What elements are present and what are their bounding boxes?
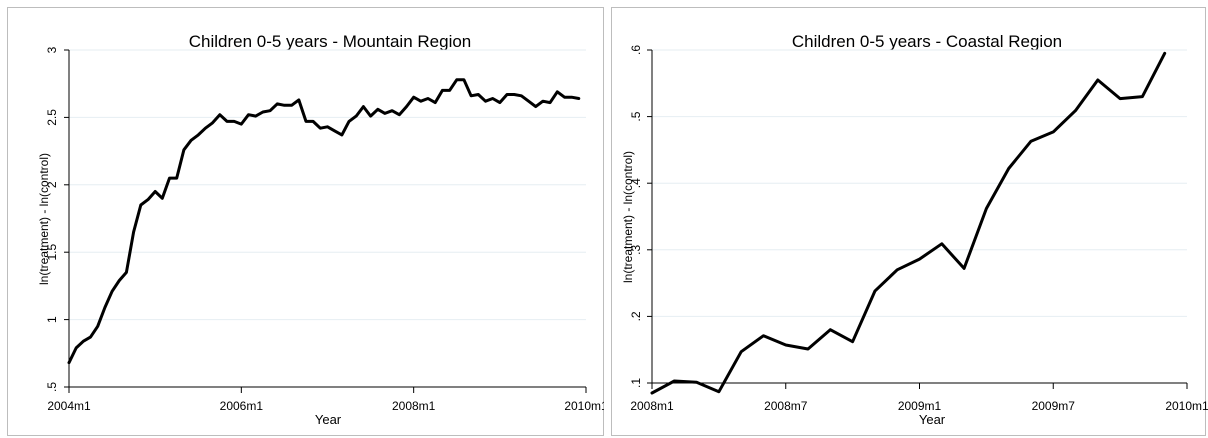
x-tick-label: 2008m1 [630,399,674,413]
x-tick-label: 2010m1 [564,399,604,413]
chart-coastal: Children 0-5 years - Coastal Region .1 .2.… [611,7,1208,436]
chart-frame [611,7,1206,436]
x-tick-label: 2009m1 [898,399,942,413]
y-tick-label: .5 [45,382,59,392]
y-axis-label: ln(treatment) - ln(control) [37,153,51,285]
series-line [650,51,1167,395]
x-tick-label: 2004m1 [47,399,91,413]
x-tick-label: 2009m7 [1032,399,1076,413]
y-tick-label: 1 [45,316,59,323]
chart-mountain: Children 0-5 years - Mountain Region .5 1 1… [7,7,604,436]
chart-panel-coastal: Children 0-5 years - Coastal Region .1 .2.… [604,0,1208,438]
x-tick-label: 2006m1 [220,399,264,413]
y-tick-label: 2.5 [45,109,59,126]
series-line [67,78,581,365]
x-axis-label: Year [919,412,946,427]
chart-title: Children 0-5 years - Coastal Region [792,32,1062,51]
x-tick-label: 2008m7 [764,399,808,413]
x-tick-label: 2008m1 [392,399,436,413]
y-tick-label: .4 [629,178,643,188]
y-tick-label: .2 [629,311,643,321]
chart-title: Children 0-5 years - Mountain Region [189,32,472,51]
chart-frame [7,7,604,436]
y-tick-label: .6 [629,45,643,55]
y-tick-label: .1 [629,378,643,388]
y-tick-label: .3 [629,244,643,254]
y-tick-label: 2 [45,181,59,188]
y-tick-label: .5 [629,111,643,121]
x-axis-label: Year [315,412,342,427]
y-tick-label: 1.5 [45,244,59,261]
x-tick-label: 2010m1 [1165,399,1208,413]
y-tick-label: 3 [45,46,59,53]
chart-panel-mountain: Children 0-5 years - Mountain Region .5 1 1… [7,7,604,436]
y-axis-label: ln(treatment) - ln(control) [621,151,635,283]
